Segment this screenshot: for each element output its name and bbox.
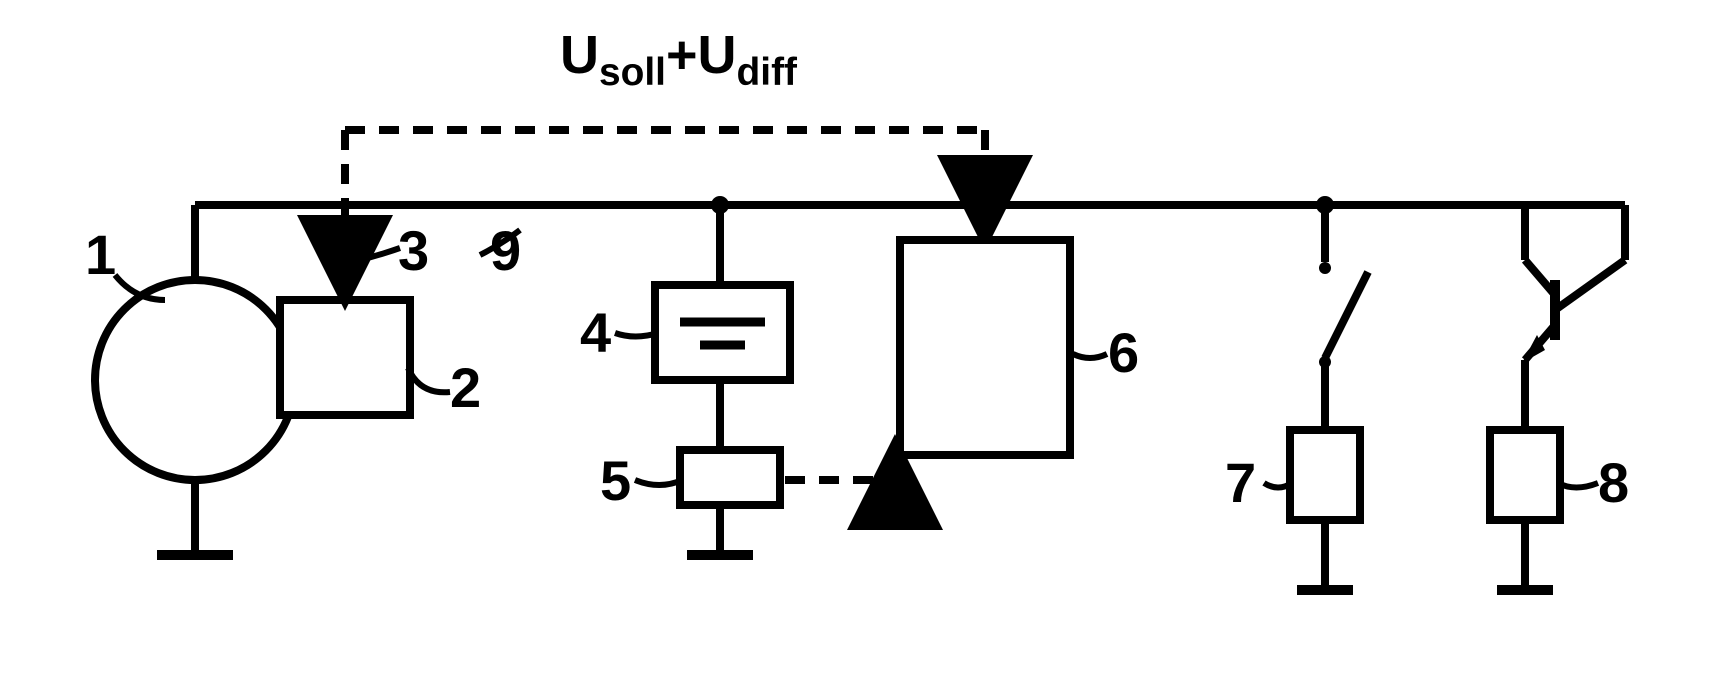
- leader-3: [360, 248, 400, 260]
- leader-8: [1558, 483, 1598, 488]
- leader-4: [615, 333, 658, 337]
- switch-arm: [1325, 272, 1368, 358]
- label-4: 4: [580, 300, 611, 365]
- label-1: 1: [85, 222, 116, 287]
- node-2-regulator: [280, 300, 410, 415]
- transistor: [1522, 205, 1625, 363]
- label-7: 7: [1225, 450, 1256, 515]
- leader-2: [408, 368, 450, 392]
- label-6: 6: [1108, 320, 1139, 385]
- label-8: 8: [1598, 450, 1629, 515]
- dashed-sensor-to-ctrl: [785, 450, 895, 480]
- title-formula: Usoll+Udiff: [560, 24, 797, 95]
- leader-6: [1073, 354, 1107, 358]
- node-4-battery: [655, 285, 790, 380]
- node-1-generator: [95, 280, 295, 480]
- leader-5: [635, 480, 682, 485]
- node-6-controller: [900, 240, 1070, 455]
- label-3: 3: [398, 218, 429, 283]
- node-7-load: [1290, 430, 1360, 520]
- node-5-sensor: [680, 450, 780, 505]
- leader-7: [1264, 483, 1292, 488]
- node-8-load: [1490, 430, 1560, 520]
- label-5: 5: [600, 448, 631, 513]
- label-2: 2: [450, 355, 481, 420]
- circuit-diagram: [0, 0, 1733, 690]
- label-9: 9: [490, 218, 521, 283]
